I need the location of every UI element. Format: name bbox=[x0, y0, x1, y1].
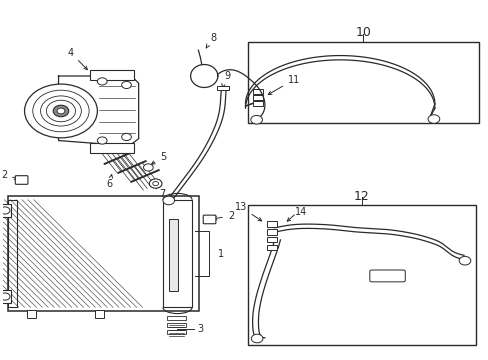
Bar bbox=[0, 290, 11, 303]
Bar bbox=[0, 204, 11, 217]
Circle shape bbox=[149, 179, 162, 188]
Text: 2: 2 bbox=[1, 170, 18, 180]
Bar bbox=[267, 229, 277, 234]
Bar bbox=[267, 244, 277, 250]
Circle shape bbox=[122, 81, 131, 89]
Circle shape bbox=[458, 256, 470, 265]
Circle shape bbox=[122, 134, 131, 140]
Bar bbox=[166, 323, 186, 327]
Text: 10: 10 bbox=[355, 27, 370, 40]
Bar bbox=[216, 86, 228, 90]
Circle shape bbox=[97, 78, 107, 85]
Bar bbox=[90, 69, 134, 80]
Circle shape bbox=[24, 84, 97, 138]
Bar bbox=[166, 316, 186, 320]
Circle shape bbox=[251, 334, 263, 343]
Text: 7: 7 bbox=[156, 185, 165, 199]
Circle shape bbox=[143, 164, 153, 171]
Bar bbox=[163, 200, 192, 307]
Bar bbox=[252, 89, 263, 94]
Circle shape bbox=[46, 100, 75, 122]
Text: 9: 9 bbox=[222, 71, 230, 87]
Bar bbox=[267, 221, 277, 226]
Text: 4: 4 bbox=[67, 48, 87, 70]
Text: 13: 13 bbox=[234, 202, 261, 221]
Bar bbox=[247, 42, 478, 123]
Circle shape bbox=[53, 105, 69, 117]
Text: 3: 3 bbox=[197, 324, 203, 334]
Text: 8: 8 bbox=[206, 33, 216, 48]
Bar bbox=[8, 200, 17, 307]
Circle shape bbox=[33, 90, 89, 132]
Text: 14: 14 bbox=[295, 207, 307, 217]
Circle shape bbox=[0, 293, 10, 300]
Circle shape bbox=[41, 96, 81, 126]
Bar bbox=[7, 196, 199, 311]
Circle shape bbox=[427, 115, 439, 123]
Bar bbox=[252, 102, 263, 107]
FancyBboxPatch shape bbox=[15, 176, 28, 184]
Text: 2: 2 bbox=[213, 211, 234, 221]
Bar bbox=[267, 237, 277, 242]
Text: 12: 12 bbox=[353, 190, 369, 203]
Circle shape bbox=[163, 196, 174, 205]
Bar bbox=[247, 205, 475, 345]
Bar bbox=[95, 310, 103, 318]
Circle shape bbox=[97, 137, 107, 144]
Circle shape bbox=[152, 181, 158, 186]
Bar bbox=[252, 95, 263, 100]
Bar bbox=[168, 220, 178, 291]
Circle shape bbox=[57, 108, 65, 114]
Circle shape bbox=[0, 207, 10, 214]
Bar bbox=[27, 310, 36, 318]
Text: 11: 11 bbox=[268, 75, 300, 95]
Text: 5: 5 bbox=[151, 152, 166, 164]
Bar bbox=[90, 143, 134, 153]
Text: 6: 6 bbox=[106, 175, 112, 189]
Bar bbox=[166, 330, 186, 334]
Text: 1: 1 bbox=[218, 248, 224, 258]
FancyBboxPatch shape bbox=[203, 215, 215, 224]
FancyBboxPatch shape bbox=[369, 270, 405, 282]
Circle shape bbox=[250, 116, 262, 124]
